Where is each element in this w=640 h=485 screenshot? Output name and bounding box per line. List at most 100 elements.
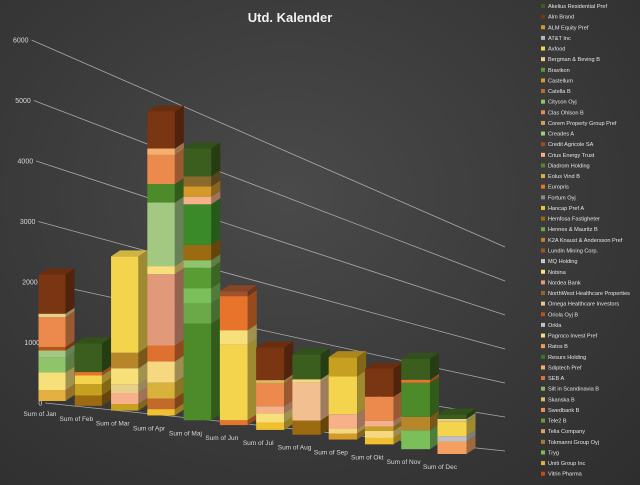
bar-segment — [256, 382, 285, 407]
legend-swatch — [541, 269, 545, 274]
bar-segment-side — [211, 142, 221, 177]
legend-entry: Fortum Oyj — [548, 195, 576, 201]
bar-segment-side — [466, 435, 476, 454]
bar-segment-side — [174, 268, 184, 346]
bar-top — [219, 285, 257, 292]
bar-segment-side — [247, 324, 257, 345]
gridline — [33, 100, 506, 282]
bar-segment-side — [284, 407, 294, 423]
bar-segment-side — [101, 389, 111, 406]
bar-segment — [219, 291, 248, 297]
bar-segment-side — [138, 378, 148, 394]
legend-entry: Catella B — [548, 89, 571, 95]
bar-stack — [401, 352, 440, 450]
bar-segment — [364, 396, 394, 421]
bar-segment — [147, 202, 175, 267]
legend-entry: Nordea Bank — [548, 280, 581, 286]
bar-segment-side — [138, 362, 148, 385]
bar-segment — [38, 390, 66, 401]
legend-entry: Crius Energy Trust — [548, 153, 595, 159]
bar-segment — [328, 428, 358, 434]
x-category-label: Sum of Aug — [278, 445, 312, 452]
bar-segment-side — [138, 387, 148, 405]
y-tick-label: 6000 — [13, 38, 29, 45]
bar-segment-side — [284, 416, 294, 430]
bar-stack — [364, 362, 403, 445]
gridline — [31, 39, 506, 248]
legend-swatch — [541, 259, 545, 264]
bar-top — [147, 105, 184, 112]
legend-entry: MQ Holding — [548, 259, 578, 265]
bar-segment — [437, 421, 467, 437]
legend-swatch — [541, 280, 545, 285]
legend-swatch — [541, 120, 545, 125]
bar-segment-side — [430, 410, 440, 431]
bar-stack — [292, 348, 330, 435]
bar-segment-side — [211, 282, 221, 304]
bar-segment — [147, 398, 175, 410]
bar-segment — [292, 420, 321, 435]
bar-top — [364, 362, 403, 369]
bar-segment — [292, 382, 321, 421]
legend-entry: SEB A — [548, 376, 564, 382]
bar-segment-side — [247, 414, 257, 426]
bar-segment — [38, 346, 66, 351]
y-tick-label: 5000 — [15, 98, 31, 105]
bar-segment — [401, 379, 431, 383]
bar-segment — [328, 433, 358, 440]
bar-segment — [183, 303, 212, 324]
bar-top — [292, 348, 330, 355]
legend-swatch — [541, 152, 545, 157]
bar-segment — [183, 267, 212, 289]
bar-segment-side — [211, 254, 221, 268]
bar-segment-side — [357, 427, 367, 440]
legend-swatch — [541, 248, 545, 253]
bar-segment-side — [211, 297, 221, 324]
bar-segment-side — [393, 424, 403, 438]
bar-segment-side — [174, 260, 184, 275]
bar-segment-side — [65, 311, 75, 347]
x-category-label: Sum of Dec — [423, 464, 458, 471]
legend-entry: Eolus Vind B — [548, 174, 580, 180]
legend-entry: Alm Brand — [548, 15, 574, 21]
legend-entry: Skanska B — [548, 397, 575, 403]
bar-segment-side — [466, 412, 476, 422]
bar-segment-side — [65, 340, 75, 351]
x-category-label: Sum of Apr — [133, 425, 166, 432]
bar-stack — [437, 408, 476, 454]
bar-segment — [38, 313, 66, 318]
legend-swatch — [541, 365, 545, 370]
bar-segment — [364, 420, 394, 427]
legend-entry: Lundin Mining Corp. — [548, 248, 599, 254]
legend-entry: Credit Agricole SA — [548, 142, 594, 148]
legend-entry: Nobina — [548, 270, 567, 276]
bar-segment-side — [174, 196, 184, 267]
bar-segment-side — [101, 337, 111, 373]
bar-segment — [292, 379, 321, 383]
bar-segment-side — [65, 268, 75, 314]
bar-segment-side — [320, 348, 330, 380]
bar-segment-side — [65, 384, 75, 401]
x-category-label: Sum of Feb — [60, 416, 94, 423]
bar-segment — [147, 345, 175, 362]
legend-swatch — [541, 301, 545, 306]
y-tick-label: 4000 — [18, 159, 34, 166]
bar-segment-side — [393, 420, 403, 431]
bar-top — [183, 142, 221, 149]
bar-segment-side — [211, 180, 221, 197]
bar-segment-side — [138, 398, 148, 411]
bar-segment-side — [174, 355, 184, 383]
bar-stack — [147, 105, 184, 416]
x-category-label: Sum of Okt — [351, 454, 384, 461]
y-tick-label: 0 — [38, 401, 42, 408]
bar-segment-side — [174, 403, 184, 416]
legend-entry: Swedbank B — [548, 408, 580, 414]
gridline — [38, 221, 506, 350]
legend-entry: Silt in Scandinavia B — [548, 387, 599, 393]
legend-entry: Hemfosa Fastigheter — [548, 217, 600, 223]
bar-segment-side — [247, 290, 257, 331]
bar-top — [401, 352, 440, 359]
bar-segment — [74, 384, 102, 396]
legend-swatch — [541, 57, 545, 62]
bar-segment — [364, 368, 394, 397]
